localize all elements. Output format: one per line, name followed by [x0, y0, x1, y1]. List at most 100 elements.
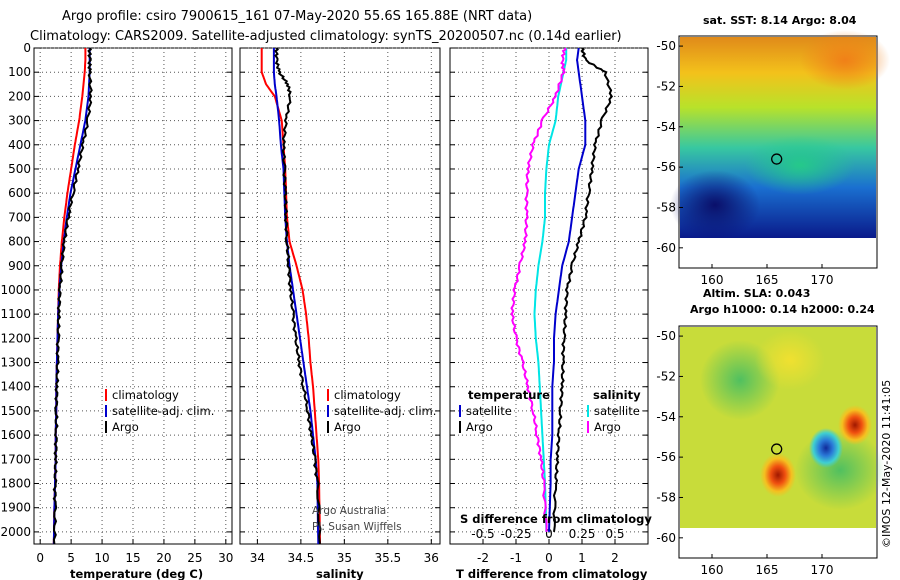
legend-label-t-argo: Argo [466, 420, 493, 434]
sla-yellow-1 [755, 330, 825, 390]
sst-cold-patch [670, 170, 760, 240]
series-line-climatology [260, 48, 321, 545]
lat-tick-label: -56 [656, 450, 676, 464]
lon-tick-label: 170 [811, 273, 834, 287]
x-tick-label: 0 [545, 551, 553, 565]
difference-panel: -2 -1 0 1 2 -0.5 -0.25 0 0.25 0.5 T difference f… [449, 47, 652, 580]
sla-low-1 [809, 428, 843, 468]
depth-tick-label: 1300 [0, 356, 31, 370]
sla-high-1 [760, 453, 796, 497]
sla-profile-marker [771, 443, 783, 455]
s-difference-x-label: S difference from climatology [460, 512, 652, 526]
legend-label-climatology: climatology [112, 388, 179, 402]
temperature-series [52, 47, 93, 545]
sst-map: sat. SST: 8.14 Argo: 8.04 -50-52-54-56-5… [656, 14, 890, 287]
temperature-grid [34, 47, 232, 544]
sla-lon-labels: 160 165 170 [701, 563, 834, 577]
sst-profile-marker [771, 153, 783, 165]
difference-legend: temperature salinity satellite Argo sate… [459, 388, 641, 434]
x-tick-label: 36 [424, 551, 439, 565]
depth-tick-label: 1900 [0, 501, 31, 515]
depth-tick-label: 900 [8, 259, 31, 273]
depth-tick-label: 2000 [0, 525, 31, 539]
lat-tick-label: -58 [656, 200, 676, 214]
lat-tick-label: -60 [656, 241, 676, 255]
depth-tick-label: 500 [8, 162, 31, 176]
series-line-t-argo [552, 47, 614, 533]
sst-no-data [680, 238, 876, 267]
difference-series [510, 47, 614, 533]
s-difference-tick-labels: -0.5 -0.25 0 0.25 0.5 [471, 527, 624, 541]
depth-tick-label: 700 [8, 210, 31, 224]
sla-no-data [680, 528, 876, 557]
x-tick-label: 2 [611, 551, 619, 565]
temperature-tick-labels: 0 5 10 15 20 25 30 [36, 551, 233, 565]
sst-field [670, 30, 890, 267]
salinity-x-label: salinity [316, 567, 364, 580]
depth-tick-label: 1100 [0, 307, 31, 321]
legend-label-s-argo: Argo [594, 420, 621, 434]
series-line-s-satellite [533, 48, 568, 532]
legend-title-temperature: temperature [468, 388, 550, 402]
depth-tick-label: 1200 [0, 331, 31, 345]
depth-tick-labels: 0 100 200 300 400 500 600 700 800 900 1000 1100 1200… [0, 41, 31, 539]
x-tick-label: 34.5 [288, 551, 315, 565]
depth-tick-label: 400 [8, 138, 31, 152]
depth-tick-label: 800 [8, 235, 31, 249]
salinity-series [260, 47, 322, 545]
salinity-grid [240, 47, 440, 544]
lat-tick-label: -52 [656, 79, 676, 93]
sst-lon-labels: 160 165 170 [701, 273, 834, 287]
depth-tick-label: 1600 [0, 428, 31, 442]
legend-label-argo: Argo [334, 420, 361, 434]
sla-high-2 [838, 405, 872, 445]
sla-map-title: Altim. SLA: 0.043 [703, 287, 810, 300]
series-line-argo [52, 47, 93, 545]
x-tick-label: 5 [67, 551, 75, 565]
lat-tick-label: -56 [656, 160, 676, 174]
salinity-tick-labels: 34 34.5 35 35.5 36 [250, 551, 439, 565]
lon-tick-label: 165 [756, 563, 779, 577]
sst-mid-patch [745, 135, 855, 195]
temperature-x-label: temperature (deg C) [70, 567, 203, 580]
s-diff-tick-label: -0.25 [500, 527, 531, 541]
s-diff-tick-label: 0.25 [569, 527, 596, 541]
x-tick-label: 20 [156, 551, 171, 565]
x-tick-label: 35 [337, 551, 352, 565]
credit-line-1: Argo Australia [312, 505, 386, 517]
series-line-s-argo [510, 47, 567, 532]
x-tick-label: -2 [477, 551, 489, 565]
salinity-panel: 34 34.5 35 35.5 36 salinity climatology sate… [239, 47, 441, 580]
lat-tick-label: -50 [656, 329, 676, 343]
x-tick-label: 34 [250, 551, 265, 565]
legend-label-argo: Argo [112, 420, 139, 434]
s-diff-tick-label: 0 [545, 527, 553, 541]
t-difference-x-label: T difference from climatology [456, 567, 648, 580]
x-tick-label: 1 [578, 551, 586, 565]
x-tick-label: 25 [187, 551, 202, 565]
x-tick-label: 0 [36, 551, 44, 565]
x-tick-label: 15 [125, 551, 140, 565]
lat-tick-label: -54 [656, 120, 676, 134]
sst-warm-patch [800, 30, 890, 90]
legend-label-satellite: satellite-adj. clim. [112, 404, 214, 418]
lat-tick-label: -50 [656, 39, 676, 53]
header-line-2: Climatology: CARS2009. Satellite-adjuste… [30, 29, 622, 44]
depth-tick-label: 200 [8, 89, 31, 103]
legend-label-satellite: satellite-adj. clim. [334, 404, 436, 418]
legend-label-t-satellite: satellite [466, 404, 512, 418]
depth-tick-label: 1500 [0, 404, 31, 418]
lat-tick-label: -58 [656, 490, 676, 504]
depth-tick-label: 1400 [0, 380, 31, 394]
salinity-axes-frame [239, 47, 441, 545]
difference-grid [450, 47, 648, 544]
lon-tick-label: 160 [701, 273, 724, 287]
x-tick-label: 10 [94, 551, 109, 565]
temperature-panel: 0100200300400500600700800900100011001200… [0, 41, 233, 580]
legend-title-salinity: salinity [593, 388, 641, 402]
lon-tick-label: 160 [701, 563, 724, 577]
series-line-t-satellite [548, 47, 587, 532]
s-diff-tick-label: -0.5 [471, 527, 494, 541]
legend-label-climatology: climatology [334, 388, 401, 402]
salinity-legend: climatology satellite-adj. clim. Argo [327, 388, 436, 434]
